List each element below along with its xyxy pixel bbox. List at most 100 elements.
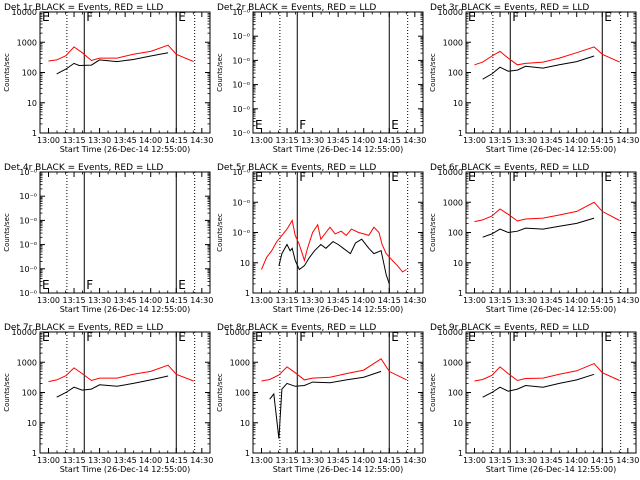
x-tick-label: 13:45 bbox=[114, 296, 137, 305]
panel-title: Det 1r BLACK = Events, RED = LLD bbox=[4, 3, 163, 13]
plot-frame bbox=[39, 11, 211, 134]
x-tick-label: 13:15 bbox=[276, 296, 299, 305]
y-tick-label: 10000 bbox=[438, 8, 463, 17]
x-tick-label: 13:45 bbox=[114, 136, 137, 145]
y-tick-label: 1000 bbox=[230, 358, 250, 367]
y-tick-label: 100 bbox=[448, 229, 463, 238]
x-tick-label: 14:00 bbox=[565, 136, 588, 145]
panel-9: Det 9r BLACK = Events, RED = LLD 1 10 100 10… bbox=[429, 323, 639, 474]
y-tick-label: 10000 bbox=[225, 328, 250, 337]
marker-letter: E bbox=[42, 330, 50, 344]
y-tick-label: 10⁻⁰ bbox=[232, 32, 250, 41]
marker-letter: F bbox=[299, 118, 306, 132]
series-red-line bbox=[48, 44, 194, 63]
y-tick-label: 10⁻⁰ bbox=[232, 198, 250, 207]
x-tick-label: 14:00 bbox=[352, 296, 375, 305]
plot-frame bbox=[465, 11, 637, 134]
panel-title: Det 8r BLACK = Events, RED = LLD bbox=[217, 323, 376, 333]
plot-frame bbox=[465, 171, 637, 294]
x-tick-label: 13:30 bbox=[514, 136, 537, 145]
y-tick-label: 10⁻⁰ bbox=[19, 168, 37, 177]
marker-letter: E bbox=[178, 330, 186, 344]
panel-7: Det 7r BLACK = Events, RED = LLD 1 10 100 10… bbox=[3, 323, 213, 474]
marker-letter: E bbox=[255, 170, 263, 184]
y-tick-label: 1000 bbox=[443, 198, 463, 207]
series-red-line bbox=[261, 358, 407, 382]
x-tick-label: 14:00 bbox=[565, 296, 588, 305]
marker-letter: F bbox=[512, 170, 519, 184]
y-axis-label: Counts/sec bbox=[216, 213, 224, 252]
series-red-line bbox=[474, 46, 620, 66]
x-tick-label: 13:15 bbox=[489, 456, 512, 465]
y-axis-label: Counts/sec bbox=[3, 373, 11, 412]
marker-letter: F bbox=[512, 10, 519, 24]
series-red-line bbox=[261, 219, 407, 273]
y-tick-label: 10 bbox=[453, 419, 463, 428]
x-axis-label: Start Time (26-Dec-14 12:55:00) bbox=[273, 465, 404, 474]
x-tick-label: 13:15 bbox=[63, 136, 86, 145]
x-tick-label: 14:15 bbox=[591, 136, 614, 145]
marker-letter: E bbox=[42, 278, 50, 292]
x-tick-label: 13:45 bbox=[540, 136, 563, 145]
marker-letter: E bbox=[604, 170, 612, 184]
series-black-line bbox=[269, 370, 382, 439]
y-tick-label: 10⁻⁰ bbox=[232, 129, 250, 138]
x-tick-label: 14:15 bbox=[165, 136, 188, 145]
y-tick-label: 100 bbox=[22, 389, 37, 398]
x-tick-label: 14:15 bbox=[378, 456, 401, 465]
x-tick-label: 14:00 bbox=[139, 296, 162, 305]
y-tick-label: 10⁻⁰ bbox=[19, 241, 37, 250]
x-tick-label: 13:15 bbox=[276, 456, 299, 465]
y-tick-label: 10 bbox=[27, 419, 37, 428]
y-tick-label: 1 bbox=[32, 129, 37, 138]
x-axis-label: Start Time (26-Dec-14 12:55:00) bbox=[273, 145, 404, 154]
panel-2: Det 2r BLACK = Events, RED = LLD10⁻⁰10⁻⁰… bbox=[216, 3, 426, 154]
x-axis-label: Start Time (26-Dec-14 12:55:00) bbox=[60, 145, 191, 154]
y-tick-label: 1 bbox=[458, 289, 463, 298]
series-black-line bbox=[278, 238, 390, 285]
marker-letter: E bbox=[42, 10, 50, 24]
y-axis-label: Counts/sec bbox=[429, 373, 437, 412]
series-red-line bbox=[474, 201, 620, 223]
marker-letter: F bbox=[86, 10, 93, 24]
x-tick-label: 13:30 bbox=[301, 296, 324, 305]
x-tick-label: 13:00 bbox=[37, 296, 60, 305]
x-tick-label: 13:00 bbox=[250, 296, 273, 305]
y-tick-label: 100 bbox=[448, 389, 463, 398]
y-tick-label: 10000 bbox=[438, 168, 463, 177]
x-tick-label: 13:00 bbox=[37, 136, 60, 145]
x-tick-label: 13:00 bbox=[463, 136, 486, 145]
x-tick-label: 13:30 bbox=[514, 456, 537, 465]
y-tick-label: 1 bbox=[245, 449, 250, 458]
y-tick-label: 1000 bbox=[443, 358, 463, 367]
x-tick-label: 13:30 bbox=[514, 296, 537, 305]
y-tick-label: 1 bbox=[245, 289, 250, 298]
y-axis-label: Counts/sec bbox=[216, 53, 224, 92]
y-tick-label: 1 bbox=[458, 129, 463, 138]
series-black-line bbox=[56, 52, 169, 75]
x-tick-label: 13:45 bbox=[540, 296, 563, 305]
y-tick-label: 10 bbox=[240, 259, 250, 268]
x-tick-label: 14:00 bbox=[352, 456, 375, 465]
series-black-line bbox=[56, 375, 169, 398]
x-tick-label: 13:45 bbox=[540, 456, 563, 465]
y-axis-label: Counts/sec bbox=[3, 53, 11, 92]
y-tick-label: 1000 bbox=[17, 38, 37, 47]
x-tick-label: 13:30 bbox=[88, 296, 111, 305]
marker-letter: E bbox=[178, 10, 186, 24]
y-tick-label: 10⁻⁰ bbox=[232, 229, 250, 238]
panel-title: Det 6r BLACK = Events, RED = LLD bbox=[430, 163, 589, 173]
x-tick-label: 14:15 bbox=[378, 136, 401, 145]
series-red-line bbox=[474, 363, 620, 382]
x-tick-label: 14:15 bbox=[165, 296, 188, 305]
y-tick-label: 10⁻⁰ bbox=[19, 289, 37, 298]
marker-letter: F bbox=[86, 278, 93, 292]
marker-letter: E bbox=[468, 170, 476, 184]
x-tick-label: 13:15 bbox=[489, 296, 512, 305]
x-tick-label: 13:45 bbox=[327, 456, 350, 465]
x-tick-label: 14:15 bbox=[378, 296, 401, 305]
x-tick-label: 14:15 bbox=[165, 456, 188, 465]
panel-1: Det 1r BLACK = Events, RED = LLD 1 10 100 10… bbox=[3, 3, 213, 154]
y-tick-label: 1 bbox=[458, 449, 463, 458]
